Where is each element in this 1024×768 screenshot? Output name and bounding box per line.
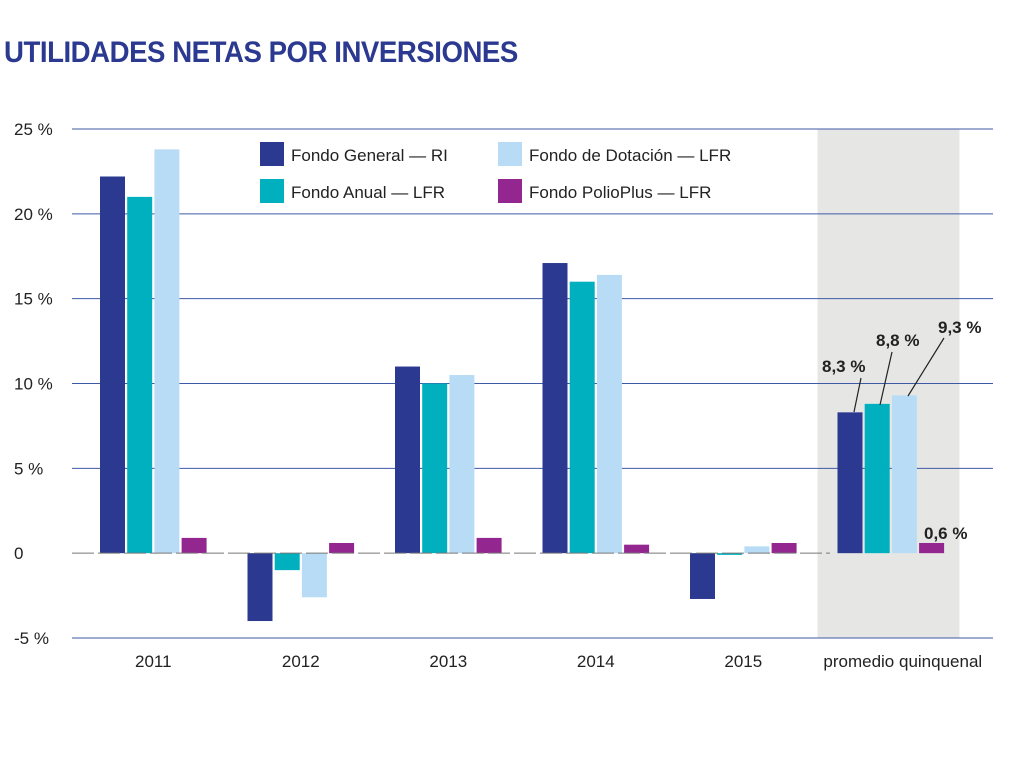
bar xyxy=(864,403,890,554)
bar-layer xyxy=(100,149,945,622)
bar xyxy=(837,412,863,554)
data-label: 8,8 % xyxy=(876,331,919,350)
bar xyxy=(329,542,355,554)
category-label: 2014 xyxy=(577,652,615,671)
bar xyxy=(542,263,568,554)
data-label: 8,3 % xyxy=(822,357,865,376)
bar xyxy=(127,196,153,554)
bar xyxy=(181,537,207,554)
bar xyxy=(596,274,622,554)
bar xyxy=(690,553,715,599)
legend-swatch xyxy=(260,142,284,166)
y-tick-label: 0 xyxy=(14,544,23,563)
bar xyxy=(891,395,917,554)
category-label: 2011 xyxy=(135,652,172,671)
legend-swatch xyxy=(498,142,522,166)
bar xyxy=(624,544,650,554)
data-label: 0,6 % xyxy=(924,524,967,543)
annotation-leader xyxy=(907,337,945,397)
label-layer: 25 % 20 % 15 % 10 % 5 % 0 -5 % 2011 2012 2013 2014… xyxy=(14,120,982,671)
bar xyxy=(301,553,327,598)
legend-label: Fondo General — RI xyxy=(291,146,448,165)
legend-label: Fondo de Dotación — LFR xyxy=(529,146,731,165)
bar xyxy=(717,553,743,555)
legend-label: Fondo Anual — LFR xyxy=(291,183,445,202)
bar xyxy=(154,149,180,554)
legend-swatch xyxy=(498,179,522,203)
bar xyxy=(395,366,420,554)
category-label: 2013 xyxy=(429,652,467,671)
y-tick-label: -5 % xyxy=(14,629,49,648)
legend: Fondo General — RI Fondo de Dotación — LF… xyxy=(260,142,731,203)
data-label: 9,3 % xyxy=(938,318,981,337)
y-tick-label: 5 % xyxy=(14,459,43,478)
bar xyxy=(569,281,595,554)
bar xyxy=(919,542,945,554)
bar xyxy=(100,176,125,554)
bar xyxy=(476,537,502,554)
legend-label: Fondo PolioPlus — LFR xyxy=(529,183,711,202)
bar xyxy=(422,383,448,554)
annotation-leader xyxy=(879,351,893,406)
y-tick-label: 25 % xyxy=(14,120,53,139)
gridline-layer xyxy=(72,128,993,639)
legend-swatch xyxy=(260,179,284,203)
annotation-layer: 8,3 % 8,8 % 9,3 % 0,6 % xyxy=(822,318,981,543)
category-label: 2012 xyxy=(282,652,320,671)
y-tick-label: 15 % xyxy=(14,290,53,309)
y-tick-label: 20 % xyxy=(14,205,53,224)
annotation-leader xyxy=(853,377,862,413)
y-tick-label: 10 % xyxy=(14,375,53,394)
category-label: promedio quinquenal xyxy=(823,652,982,671)
category-label: 2015 xyxy=(724,652,762,671)
bar xyxy=(771,542,797,554)
bar xyxy=(247,553,273,622)
bar xyxy=(744,546,770,554)
bar xyxy=(449,375,475,554)
chart-title: UTILIDADES NETAS POR INVERSIONES xyxy=(4,36,518,69)
bar xyxy=(274,553,300,571)
